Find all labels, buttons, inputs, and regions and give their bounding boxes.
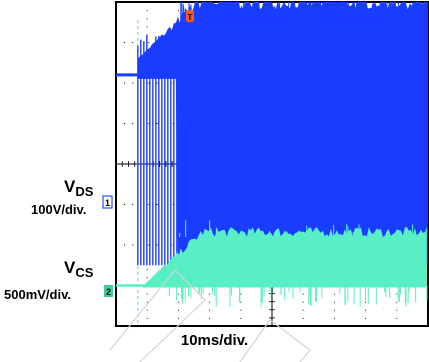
ch1-scale: 100V/div. (31, 202, 86, 217)
waveforms (116, 2, 428, 308)
trigger-marker-label: T (188, 13, 193, 22)
vcs-envelope (142, 226, 427, 288)
ch2-marker-label: 2 (106, 287, 111, 297)
series-vds (116, 2, 428, 267)
ch2-label-sub: CS (75, 265, 93, 280)
x-axis-label: 10ms/div. (180, 332, 249, 349)
ch1-marker-label: 1 (105, 198, 110, 208)
vds-envelope (137, 2, 428, 267)
svg-text:VDS: VDS (64, 177, 94, 199)
svg-text:VCS: VCS (64, 258, 94, 280)
series-vcs (116, 219, 428, 308)
watermark (109, 269, 311, 362)
ch1-marker-icon: 1 (102, 195, 113, 209)
ch1-label: VDS 100V/div. (31, 177, 94, 217)
ch2-label: VCS 500mV/div. (4, 258, 94, 302)
ch1-label-sub: DS (75, 184, 93, 199)
ch1-label-main: V (64, 177, 76, 196)
ch2-marker-icon: 2 (104, 285, 113, 297)
ch2-label-main: V (64, 258, 76, 277)
ch2-scale: 500mV/div. (4, 287, 71, 302)
trigger-marker-icon: T (186, 10, 194, 22)
